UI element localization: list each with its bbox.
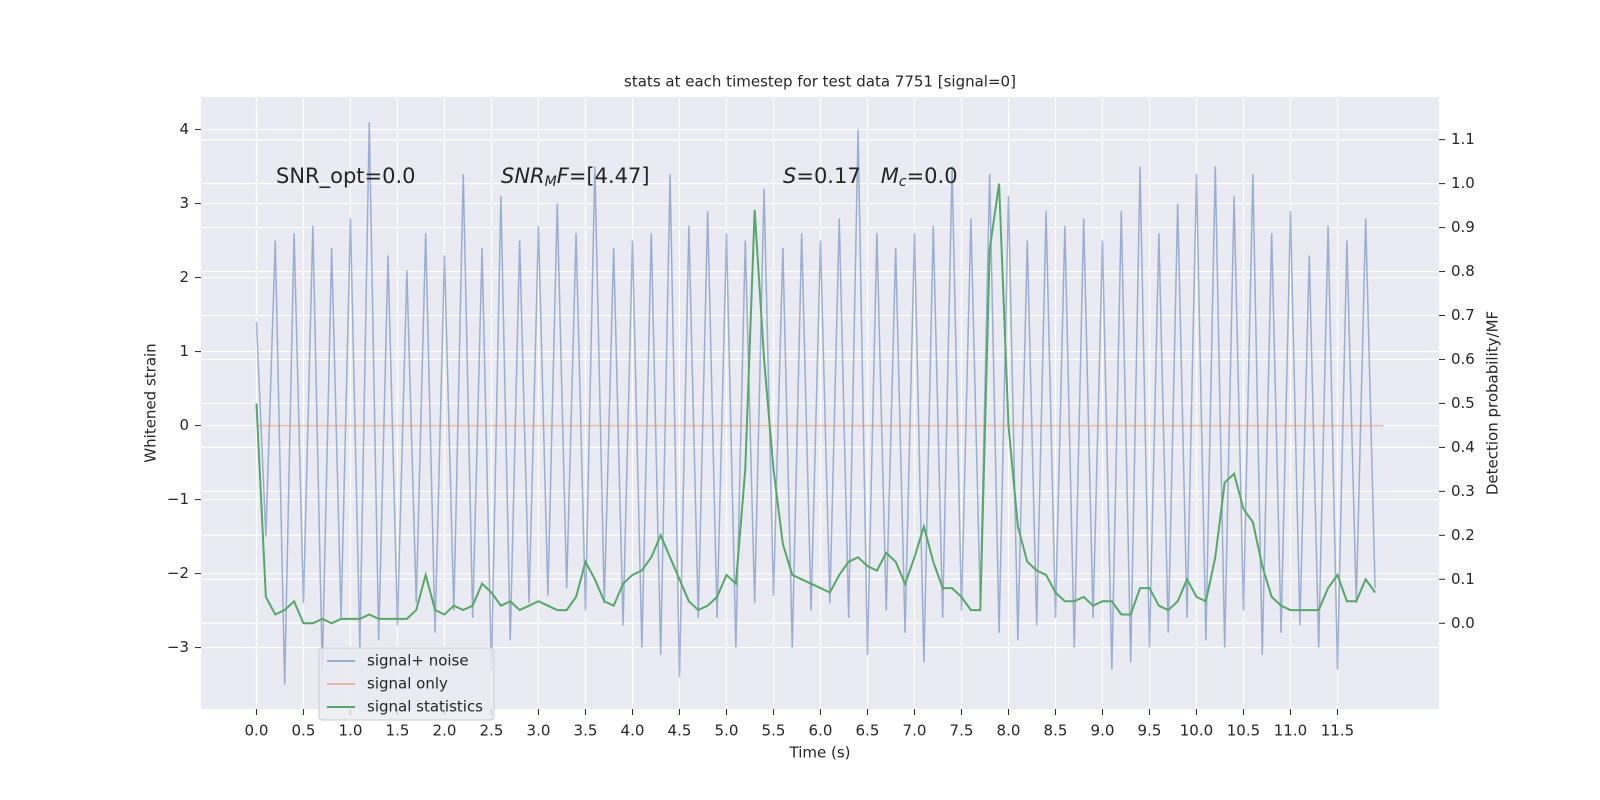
x-tick-label: 0.5 xyxy=(292,722,316,740)
x-axis-label: Time (s) xyxy=(789,744,851,762)
x-tick-label: 9.0 xyxy=(1091,722,1115,740)
annotation-part: =0.17 xyxy=(796,164,880,188)
x-tick-label: 1.5 xyxy=(386,722,410,740)
y2-tick-label: 0.2 xyxy=(1451,526,1475,544)
y-tick-label: −1 xyxy=(167,490,189,508)
y2-tick-label: 0.8 xyxy=(1451,262,1475,280)
x-tick-label: 9.5 xyxy=(1138,722,1162,740)
y-axis-label: Whitened strain xyxy=(142,343,160,462)
y2-tick-label: 0.1 xyxy=(1451,570,1475,588)
x-tick-label: 11.5 xyxy=(1321,722,1354,740)
y2-tick-label: 0.0 xyxy=(1451,614,1475,632)
x-tick-label: 4.0 xyxy=(621,722,645,740)
y-tick-label: −3 xyxy=(167,638,189,656)
chart-title: stats at each timestep for test data 775… xyxy=(624,73,1016,91)
annotation-part: SNR_opt=0.0 xyxy=(276,164,416,189)
legend-box xyxy=(318,647,495,721)
y2-tick-label: 0.7 xyxy=(1451,306,1475,324)
y2-axis-label: Detection probability/MF xyxy=(1484,311,1502,495)
x-tick-label: 6.5 xyxy=(856,722,880,740)
annotation-part: M xyxy=(881,164,899,188)
annotation-part: SNR xyxy=(501,164,545,188)
y2-tick-label: 0.5 xyxy=(1451,394,1475,412)
x-tick-label: 8.0 xyxy=(997,722,1021,740)
legend-label: signal+ noise xyxy=(367,652,469,670)
legend: signal+ noise signal only signal statistic… xyxy=(318,647,495,721)
grid xyxy=(201,97,1439,709)
x-tick-label: 7.5 xyxy=(950,722,974,740)
y-tick-label: −2 xyxy=(167,564,189,582)
y-tick-label: 0 xyxy=(179,416,189,434)
y2-tick-label: 0.3 xyxy=(1451,482,1475,500)
y2-tick-label: 0.4 xyxy=(1451,438,1475,456)
annotation-part: S xyxy=(783,164,796,188)
x-tick-label: 4.5 xyxy=(668,722,692,740)
axes: 0.0 0.5 1.0 1.5 2.0 2.5 3.0 3.5 4.0 4.5 5.0 5.5 6.0 6… xyxy=(167,120,1475,739)
x-tick-label: 7.0 xyxy=(903,722,927,740)
x-tick-label: 6.0 xyxy=(809,722,833,740)
y-tick-label: 2 xyxy=(179,268,189,286)
x-tick-label: 1.0 xyxy=(339,722,363,740)
legend-label: signal statistics xyxy=(367,698,483,716)
x-tick-label: 8.5 xyxy=(1044,722,1068,740)
y2-tick-label: 0.9 xyxy=(1451,218,1475,236)
x-tick-label: 5.5 xyxy=(762,722,786,740)
annotation-part: c xyxy=(899,174,907,190)
marks xyxy=(255,122,1384,685)
annotation: SNRMF=[4.47] xyxy=(501,164,650,190)
y2-tick-label: 0.6 xyxy=(1451,350,1475,368)
x-tick-label: 10.5 xyxy=(1227,722,1260,740)
annotation-part: =0.0 xyxy=(907,164,958,188)
x-tick-label: 3.0 xyxy=(527,722,551,740)
x-tick-label: 3.5 xyxy=(574,722,598,740)
x-tick-label: 0.0 xyxy=(245,722,269,740)
x-tick-label: 5.0 xyxy=(715,722,739,740)
legend-label: signal only xyxy=(367,675,448,693)
y2-tick-label: 1.0 xyxy=(1451,174,1475,192)
y-tick-label: 3 xyxy=(179,194,189,212)
y2-tick-label: 1.1 xyxy=(1451,130,1475,148)
annotation: SNR_opt=0.0 xyxy=(276,164,416,189)
y-tick-label: 4 xyxy=(179,120,189,138)
annotation-part: =[4.47] xyxy=(569,164,650,188)
annotation-part: F xyxy=(557,164,570,188)
series-line xyxy=(255,183,1376,625)
x-tick-label: 11.0 xyxy=(1274,722,1307,740)
annotation-part: M xyxy=(545,174,557,190)
annotation: S=0.17 Mc=0.0 xyxy=(783,164,958,190)
y-tick-label: 1 xyxy=(179,342,189,360)
x-tick-label: 2.0 xyxy=(433,722,457,740)
x-tick-label: 10.0 xyxy=(1180,722,1213,740)
x-tick-label: 2.5 xyxy=(480,722,504,740)
